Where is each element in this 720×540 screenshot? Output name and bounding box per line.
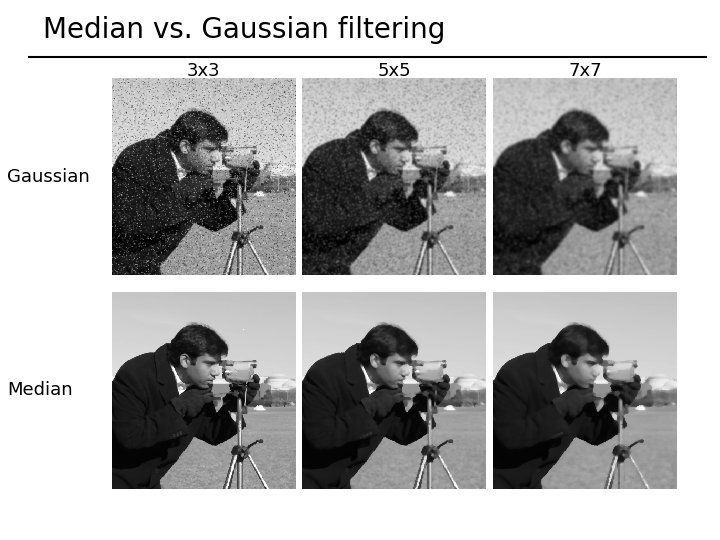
Text: 7x7: 7x7 [568, 62, 602, 80]
Text: 3x3: 3x3 [186, 62, 220, 80]
Text: Median: Median [7, 381, 73, 399]
Text: Median vs. Gaussian filtering: Median vs. Gaussian filtering [43, 16, 446, 44]
Text: 5x5: 5x5 [377, 62, 411, 80]
Text: Gaussian: Gaussian [7, 168, 90, 186]
